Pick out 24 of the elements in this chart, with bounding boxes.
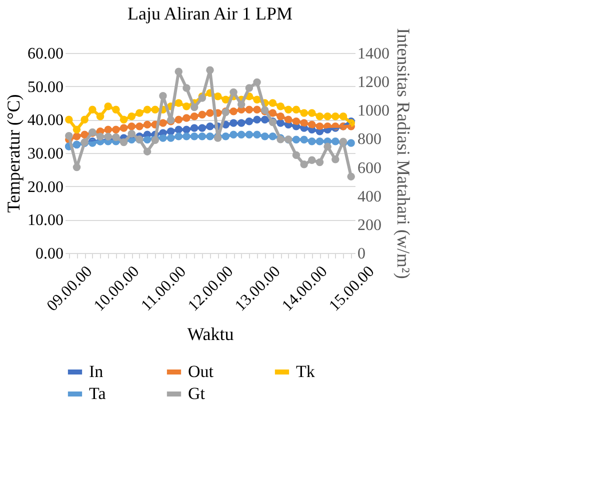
legend-label: In (89, 362, 104, 381)
y2-tick-label: 600 (358, 160, 382, 177)
y2-axis-title: Intensitas Radiasi Matahari (w/m²) (394, 28, 414, 279)
y2-tick-label: 800 (358, 131, 382, 148)
y-tick-label: 60.00 (28, 46, 64, 62)
y2-tick-label: 1200 (358, 74, 390, 92)
legend-label: Tk (296, 362, 316, 381)
x-axis-title: Waktu (187, 324, 234, 344)
y-tick-label: 40.00 (28, 112, 64, 130)
y2-tick-label: 1000 (358, 102, 390, 120)
y-tick-label: 0.00 (36, 246, 64, 262)
chart-title: Laju Aliran Air 1 LPM (128, 4, 292, 24)
y2-tick-label: 200 (358, 216, 382, 234)
y-tick-label: 50.00 (28, 78, 64, 96)
y-tick-label: 30.00 (28, 146, 64, 162)
y2-tick-label: 400 (358, 188, 382, 206)
y2-tick-label: 0 (358, 246, 366, 262)
y-tick-label: 10.00 (28, 212, 64, 230)
y-axis-title: Temperatur (°C) (4, 94, 24, 213)
legend-label: Out (188, 362, 214, 381)
legend-label: Ta (89, 384, 106, 403)
y-tick-label: 20.00 (28, 178, 64, 196)
y2-tick-label: 1400 (358, 46, 390, 62)
legend-label: Gt (188, 384, 206, 403)
